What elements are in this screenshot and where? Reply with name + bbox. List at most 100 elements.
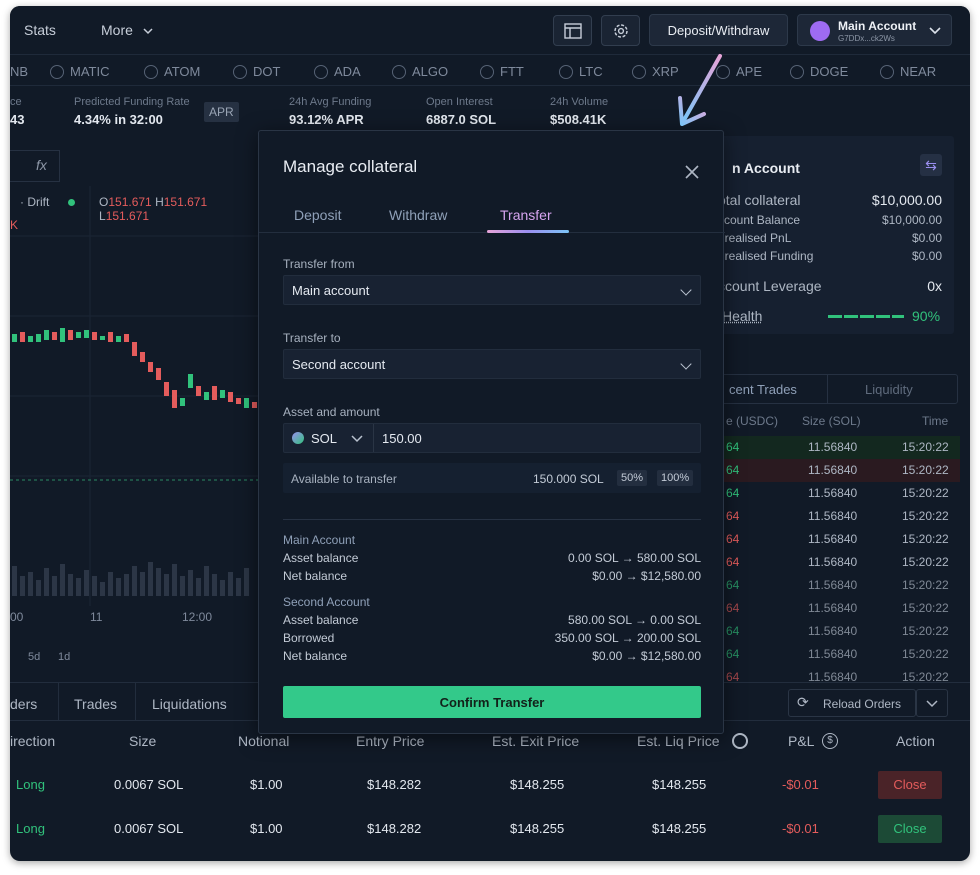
trade-time: 15:20:22 [902, 532, 949, 546]
transfer-from-select[interactable]: Main account [283, 275, 701, 305]
trade-price: 64 [726, 555, 740, 569]
tab-recent-trades[interactable]: cent Trades [729, 382, 797, 397]
close-position-button[interactable]: Close [878, 815, 942, 843]
range-1d[interactable]: 1d [58, 651, 71, 663]
trade-row: 64 11.56840 15:20:22 [710, 597, 960, 620]
trade-row: 64 11.56840 15:20:22 [710, 551, 960, 574]
asset-select[interactable]: SOL [284, 424, 374, 452]
info-icon[interactable] [732, 733, 748, 749]
market-item[interactable]: LTC [559, 64, 603, 79]
range-5d[interactable]: 5d [28, 651, 41, 663]
market-stats-bar: ce 43 Predicted Funding Rate 4.34% in 32… [10, 86, 970, 136]
tab-trades[interactable]: Trades [74, 696, 118, 712]
close-icon[interactable] [685, 165, 699, 179]
pct-100-button[interactable]: 100% [657, 470, 694, 486]
layout-icon [563, 22, 582, 39]
market-item[interactable]: XRP [632, 64, 679, 79]
trade-size: 11.56840 [808, 670, 858, 684]
market-item[interactable]: APE [716, 64, 762, 79]
orders-panel: ders Trades Liquidations ⟳ Reload Orders… [10, 682, 970, 861]
collapse-button[interactable] [916, 689, 948, 717]
market-label: DOGE [810, 64, 849, 79]
col-entry-price: Entry Price [356, 733, 425, 749]
asset-amount-label: Asset and amount [283, 405, 380, 419]
market-item[interactable]: MATIC [50, 64, 109, 79]
trade-time: 15:20:22 [902, 578, 949, 592]
market-item[interactable]: DOGE [790, 64, 848, 79]
modal-tabs: Deposit Withdraw Transfer [259, 199, 725, 233]
tab-withdraw[interactable]: Withdraw [389, 207, 448, 223]
market-label: APE [736, 64, 763, 79]
row-notional: $1.00 [250, 777, 283, 792]
trade-price: 64 [726, 670, 740, 684]
nav-more[interactable]: More [101, 22, 153, 38]
funding-countdown: in 32:00 [114, 112, 163, 127]
tab-deposit[interactable]: Deposit [294, 207, 342, 223]
trades-tabs: cent Trades Liquidity [710, 374, 958, 404]
market-label: LTC [579, 64, 603, 79]
stat-funding: Predicted Funding Rate 4.34% in 32:00 [74, 96, 190, 127]
chevron-down-icon [143, 28, 153, 35]
second-borrowed-row: Borrowed 350.00 SOL → 200.00 SOL [283, 631, 701, 645]
trade-size: 11.56840 [808, 624, 858, 638]
tab-orders[interactable]: ders [10, 696, 38, 712]
tab-liquidations[interactable]: Liquidations [152, 696, 227, 712]
tab-transfer[interactable]: Transfer [500, 207, 552, 223]
indicator-button[interactable]: fx [36, 157, 47, 173]
main-asset-row: Asset balance 0.00 SOL → 580.00 SOL [283, 551, 701, 565]
row-entry: $148.282 [367, 777, 422, 792]
col-exit-price: Est. Exit Price [492, 733, 580, 749]
candles [12, 328, 257, 408]
market-item[interactable]: NEAR [880, 64, 936, 79]
trade-size: 11.56840 [808, 532, 858, 546]
market-item[interactable]: NB [10, 64, 28, 79]
trade-size: 11.56840 [808, 555, 858, 569]
market-label: XRP [652, 64, 679, 79]
close-position-button[interactable]: Close [878, 771, 942, 799]
time-label: 11 [90, 610, 103, 624]
transfer-to-select[interactable]: Second account [283, 349, 701, 379]
price-chart[interactable]: fx · Drift O151.671 H151.671 L151.671 K [10, 136, 260, 684]
market-item[interactable]: FTT [480, 64, 524, 79]
trade-size: 11.56840 [808, 601, 858, 615]
live-dot [68, 199, 75, 206]
market-label: NEAR [900, 64, 937, 79]
market-label: ADA [334, 64, 361, 79]
summary-label: otal collateral [718, 192, 801, 208]
confirm-transfer-button[interactable]: Confirm Transfer [283, 686, 701, 718]
deposit-withdraw-button[interactable]: Deposit/Withdraw [649, 14, 788, 46]
market-item[interactable]: ALGO [392, 64, 448, 79]
right-panel: n Account ⇆ otal collateral $10,000.00 cc… [710, 136, 970, 684]
tab-liquidity[interactable]: Liquidity [865, 382, 913, 397]
col-time: Time [922, 414, 949, 428]
coin-icon [632, 64, 646, 79]
settings-button[interactable] [601, 15, 640, 46]
amount-input[interactable]: 150.00 [382, 431, 422, 446]
stat-value: 4.34% [74, 112, 111, 127]
coin-icon [392, 64, 406, 79]
chevron-down-icon [926, 700, 938, 708]
market-item[interactable]: ADA [314, 64, 361, 79]
trade-row: 64 11.56840 15:20:22 [710, 528, 960, 551]
account-selector[interactable]: Main Account G7DDx...ck2Ws [797, 14, 952, 46]
coin-icon [880, 64, 894, 79]
trade-price: 64 [726, 578, 740, 592]
stat-label: Predicted Funding Rate [74, 96, 190, 108]
health-label[interactable]: Health [722, 308, 763, 324]
market-item[interactable]: DOT [233, 64, 280, 79]
layout-button[interactable] [553, 15, 592, 46]
reload-orders-button[interactable]: ⟳ Reload Orders [788, 689, 916, 717]
stat-value: $508.41K [550, 112, 607, 127]
dollar-icon[interactable]: $ [822, 733, 838, 749]
trade-row: 64 11.56840 15:20:22 [710, 436, 960, 459]
sol-icon [292, 432, 304, 444]
pct-50-button[interactable]: 50% [617, 470, 648, 486]
market-item[interactable]: ATOM [144, 64, 200, 79]
trade-time: 15:20:22 [902, 509, 949, 523]
health-value: 90% [912, 308, 941, 324]
apr-toggle[interactable]: APR [204, 102, 239, 122]
leverage-value: 0x [927, 278, 942, 294]
nav-stats[interactable]: Stats [24, 22, 56, 38]
transfer-from-label: Transfer from [283, 257, 355, 271]
swap-icon[interactable]: ⇆ [920, 154, 942, 176]
